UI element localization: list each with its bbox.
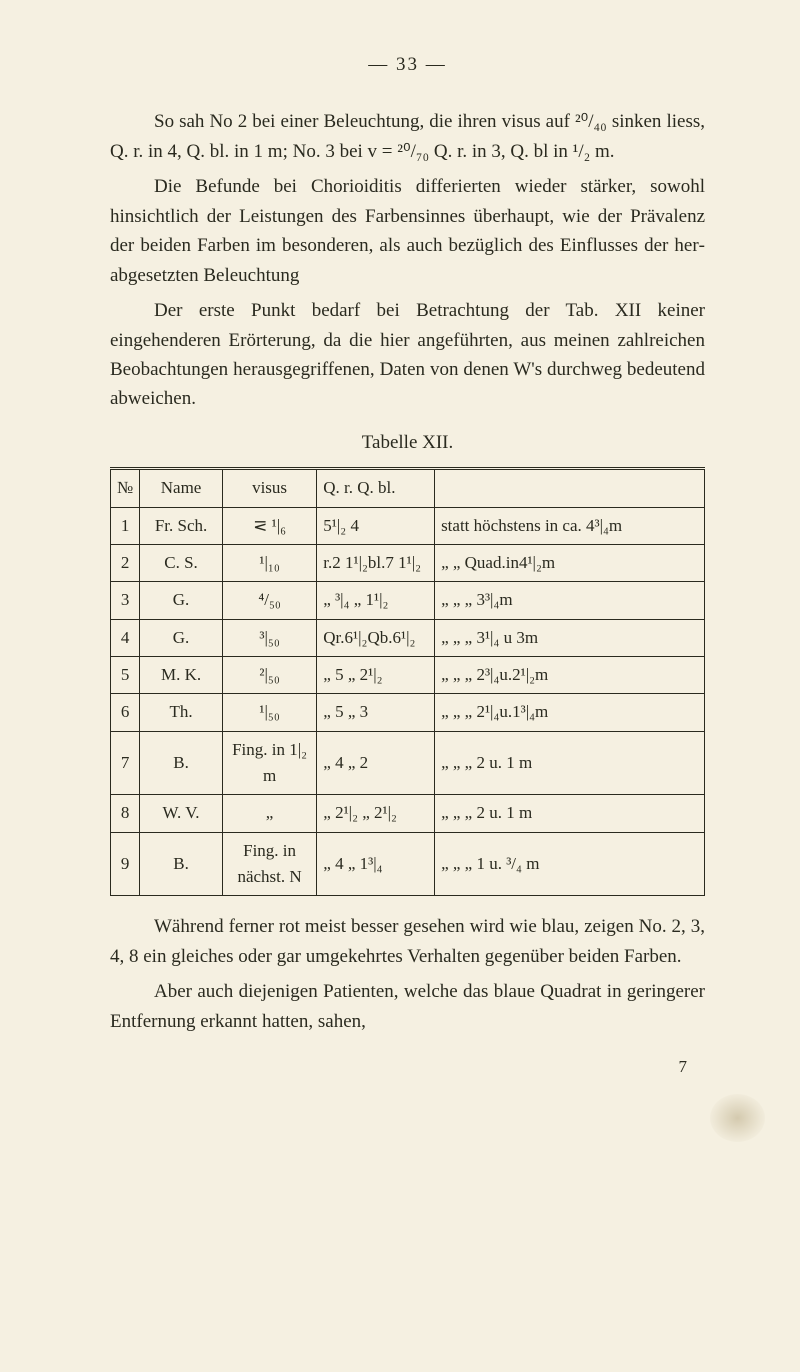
cell: „ 4 „ 2 <box>317 731 435 795</box>
th-qrqbl: Q. r. Q. bl. <box>317 469 435 507</box>
cell: C. S. <box>140 544 223 581</box>
signature-number: 7 <box>110 1054 705 1080</box>
cell: W. V. <box>140 795 223 832</box>
cell: 3 <box>111 582 140 619</box>
cell: Fr. Sch. <box>140 507 223 544</box>
cell: Th. <box>140 694 223 731</box>
cell: 2 <box>111 544 140 581</box>
cell: 6 <box>111 694 140 731</box>
table-row: 8 W. V. „ „ 2¹|₂ „ 2¹|₂ „ „ „ 2 u. 1 m <box>111 795 705 832</box>
cell: „ „ Quad.in4¹|₂m <box>435 544 705 581</box>
cell: „ „ „ 2³|₄u.2¹|₂m <box>435 656 705 693</box>
table-row: 2 C. S. ¹|₁₀ r.2 1¹|₂bl.7 1¹|₂ „ „ Quad.… <box>111 544 705 581</box>
cell: r.2 1¹|₂bl.7 1¹|₂ <box>317 544 435 581</box>
page-number: — 33 — <box>110 50 705 79</box>
cell: 1 <box>111 507 140 544</box>
cell: ³|₅₀ <box>222 619 316 656</box>
cell: „ 5 „ 2¹|₂ <box>317 656 435 693</box>
cell: „ „ „ 2¹|₄u.1³|₄m <box>435 694 705 731</box>
cell: B. <box>140 731 223 795</box>
th-visus: visus <box>222 469 316 507</box>
cell: 5¹|₂ 4 <box>317 507 435 544</box>
table-row: 6 Th. ¹|₅₀ „ 5 „ 3 „ „ „ 2¹|₄u.1³|₄m <box>111 694 705 731</box>
table-row: 3 G. ⁴/₅₀ „ ³|₄ „ 1¹|₂ „ „ „ 3³|₄m <box>111 582 705 619</box>
table-row: 1 Fr. Sch. ⋜ ¹|₆ 5¹|₂ 4 statt höchstens … <box>111 507 705 544</box>
cell: 8 <box>111 795 140 832</box>
page-stain <box>710 1094 765 1142</box>
th-num: № <box>111 469 140 507</box>
cell: „ „ „ 3¹|₄ u 3m <box>435 619 705 656</box>
cell: 7 <box>111 731 140 795</box>
cell: „ <box>222 795 316 832</box>
paragraph-4: Während ferner rot meist besser gesehen … <box>110 912 705 971</box>
paragraph-2: Die Befunde bei Chorioiditis differierte… <box>110 172 705 290</box>
cell: B. <box>140 832 223 896</box>
table-row: 5 M. K. ²|₅₀ „ 5 „ 2¹|₂ „ „ „ 2³|₄u.2¹|₂… <box>111 656 705 693</box>
table-caption: Tabelle XII. <box>110 428 705 457</box>
cell: ²|₅₀ <box>222 656 316 693</box>
paragraph-1: So sah No 2 bei einer Beleuchtung, die i… <box>110 107 705 166</box>
cell: M. K. <box>140 656 223 693</box>
table-row: 4 G. ³|₅₀ Qr.6¹|₂Qb.6¹|₂ „ „ „ 3¹|₄ u 3m <box>111 619 705 656</box>
cell: „ 4 „ 1³|₄ <box>317 832 435 896</box>
cell: ¹|₁₀ <box>222 544 316 581</box>
th-notes <box>435 469 705 507</box>
cell: Fing. in nächst. N <box>222 832 316 896</box>
cell: ¹|₅₀ <box>222 694 316 731</box>
th-name: Name <box>140 469 223 507</box>
cell: ⁴/₅₀ <box>222 582 316 619</box>
cell: Qr.6¹|₂Qb.6¹|₂ <box>317 619 435 656</box>
cell: ⋜ ¹|₆ <box>222 507 316 544</box>
table-header-row: № Name visus Q. r. Q. bl. <box>111 469 705 507</box>
cell: „ „ „ 3³|₄m <box>435 582 705 619</box>
cell: Fing. in 1|₂ m <box>222 731 316 795</box>
cell: „ „ „ 2 u. 1 m <box>435 795 705 832</box>
cell: „ 2¹|₂ „ 2¹|₂ <box>317 795 435 832</box>
data-table: № Name visus Q. r. Q. bl. 1 Fr. Sch. ⋜ ¹… <box>110 467 705 896</box>
cell: 9 <box>111 832 140 896</box>
table-row: 9 B. Fing. in nächst. N „ 4 „ 1³|₄ „ „ „… <box>111 832 705 896</box>
cell: „ ³|₄ „ 1¹|₂ <box>317 582 435 619</box>
table-row: 7 B. Fing. in 1|₂ m „ 4 „ 2 „ „ „ 2 u. 1… <box>111 731 705 795</box>
cell: „ „ „ 2 u. 1 m <box>435 731 705 795</box>
cell: statt höchstens in ca. 4³|₄m <box>435 507 705 544</box>
paragraph-5: Aber auch diejenigen Patienten, welche d… <box>110 977 705 1036</box>
cell: G. <box>140 619 223 656</box>
cell: „ „ „ 1 u. ³/₄ m <box>435 832 705 896</box>
cell: G. <box>140 582 223 619</box>
cell: 5 <box>111 656 140 693</box>
cell: „ 5 „ 3 <box>317 694 435 731</box>
paragraph-3: Der erste Punkt bedarf bei Betrachtung d… <box>110 296 705 414</box>
cell: 4 <box>111 619 140 656</box>
